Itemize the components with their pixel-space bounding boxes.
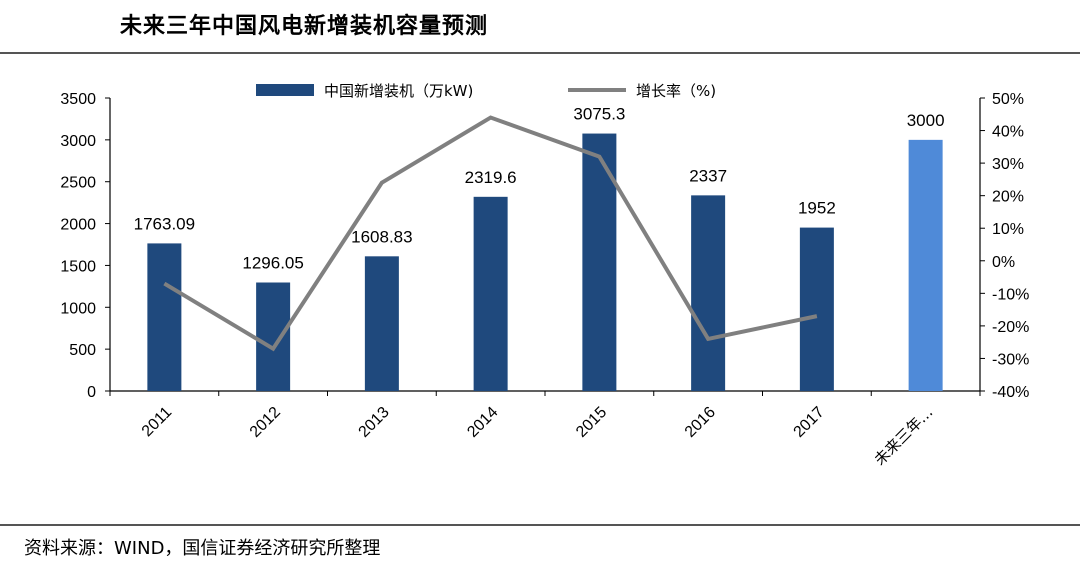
left-tick-label: 500 [69,342,96,359]
chart: 0 500 1000 1500 2000 2500 3000 3500 -40% -30% -20%… [60,82,1029,469]
bar-data-label: 1296.05 [242,254,303,273]
x-tick-label: 2015 [573,404,610,441]
right-tick-label: 10% [992,221,1024,238]
bar [364,256,399,391]
right-tick-label: -40% [992,384,1029,401]
left-tick-label: 0 [87,384,96,401]
right-tick-label: -20% [992,319,1029,336]
x-tick-label: 2012 [247,404,284,441]
x-tick-label: 2016 [682,404,719,441]
right-tick-label: 20% [992,189,1024,206]
left-tick-label: 3000 [60,133,96,150]
x-tick-label: 2013 [356,404,393,441]
left-tick-label: 3500 [60,91,96,108]
bar [799,227,834,391]
left-tick-label: 1500 [60,258,96,275]
bar-data-label: 2337 [689,166,727,185]
page-title: 未来三年中国风电新增装机容量预测 [120,14,489,39]
bar-data-label: 1608.83 [351,227,412,246]
bar-data-label: 3000 [907,111,945,130]
bar [691,195,726,391]
bar [582,133,617,391]
legend-line-label: 增长率（%) [636,82,716,100]
bar-data-label: 2319.6 [465,168,517,187]
x-tick-label: 2011 [139,404,175,440]
right-tick-label: 40% [992,124,1024,141]
right-tick-label: 0% [992,254,1015,271]
bar [908,139,943,391]
right-tick-label: 50% [992,91,1024,108]
growth-rate-line [163,115,818,352]
bar-data-label: 1952 [798,199,836,218]
bar-data-label: 1763.09 [134,214,195,233]
bar [473,196,508,391]
bottom-divider [0,524,1080,526]
left-tick-label: 2500 [60,175,96,192]
left-tick-label: 2000 [60,217,96,234]
source-note: 资料来源：WIND，国信证券经济研究所整理 [24,538,381,559]
top-divider [0,52,1080,54]
x-tick-label: 2017 [791,404,828,441]
bar-data-label: 3075.3 [573,105,625,124]
right-tick-label: -10% [992,286,1029,303]
right-tick-label: 30% [992,156,1024,173]
left-tick-label: 1000 [60,300,96,317]
x-tick-label: 未来三年… [871,403,937,469]
legend-bar-swatch [256,84,314,96]
bar [147,243,182,391]
x-tick-label: 2014 [464,404,501,441]
bar [256,282,291,391]
legend-bar-label: 中国新增装机（万kW) [324,82,473,100]
right-tick-label: -30% [992,351,1029,368]
